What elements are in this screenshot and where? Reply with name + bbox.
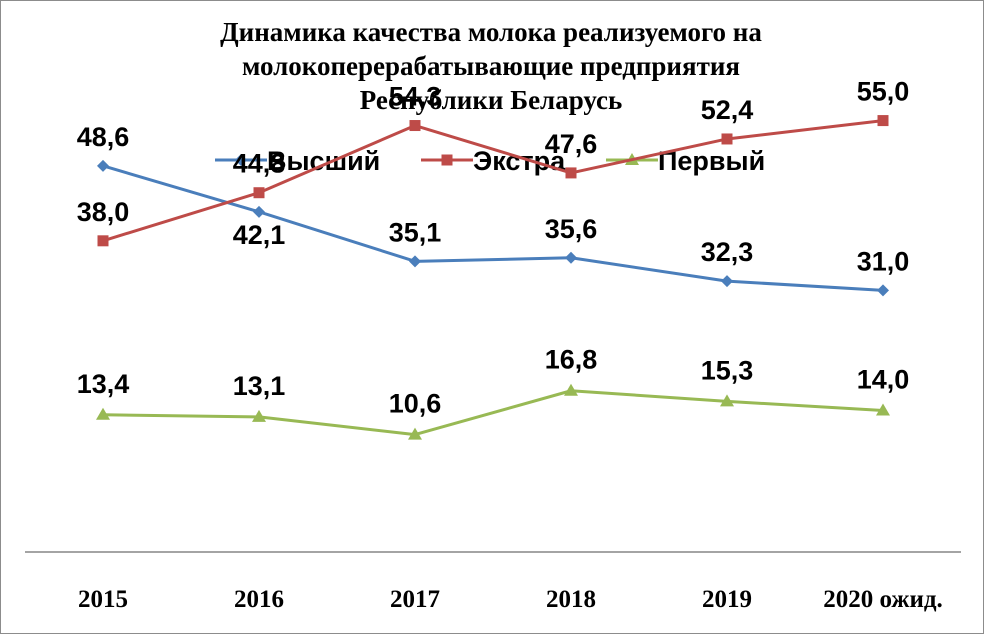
x-tick-label-4: 2018 <box>546 586 596 613</box>
data-label-3-5: 15,3 <box>701 355 754 385</box>
legend-entry-2: Экстра <box>421 146 566 176</box>
data-point-1-5 <box>721 275 733 288</box>
series-1 <box>97 159 889 297</box>
legend-marker-diamond <box>235 154 247 166</box>
legend-label-1: Высший <box>267 146 380 176</box>
data-label-3-2: 13,1 <box>233 371 286 401</box>
data-label-3-4: 16,8 <box>545 345 598 375</box>
data-point-2-2 <box>253 187 265 199</box>
data-point-1-2 <box>253 205 265 218</box>
data-label-2-6: 55,0 <box>857 77 910 107</box>
legend-marker-square <box>441 154 453 166</box>
data-point-3-4 <box>564 383 578 396</box>
data-label-2-3: 54,3 <box>389 82 442 112</box>
data-label-3-6: 14,0 <box>857 365 910 395</box>
data-label-1-5: 32,3 <box>701 237 754 267</box>
data-point-3-6 <box>876 403 890 416</box>
data-label-3-1: 13,4 <box>77 369 130 399</box>
data-point-3-2 <box>252 409 266 422</box>
data-point-3-1 <box>96 407 110 420</box>
data-label-1-2: 42,1 <box>233 220 286 250</box>
x-tick-label-3: 2017 <box>390 586 440 613</box>
series-line-3 <box>102 389 884 437</box>
data-point-3-3 <box>408 427 422 440</box>
data-point-1-6 <box>877 284 889 297</box>
data-label-2-4: 47,6 <box>545 129 598 159</box>
legend-label-2: Экстра <box>473 146 566 176</box>
data-point-2-4 <box>565 167 577 179</box>
legend-entry-1: Высший <box>215 146 380 176</box>
data-label-1-1: 48,6 <box>77 122 130 152</box>
chart-title: Динамика качества молока реализуемого на… <box>220 17 762 115</box>
x-tick-label-5: 2019 <box>702 586 752 613</box>
series-3 <box>96 383 890 440</box>
data-label-3-3: 10,6 <box>389 389 442 419</box>
data-point-2-5 <box>721 133 733 145</box>
data-label-1-6: 31,0 <box>857 246 910 276</box>
series-layer <box>96 115 890 440</box>
data-point-2-1 <box>97 235 109 247</box>
data-label-layer: 48,6 42,1 35,1 35,6 32,3 31,0 38,0 44,8 54,3 47,6… <box>77 77 910 419</box>
series-line-1 <box>102 164 884 292</box>
x-tick-label-6: 2020 ожид. <box>823 586 943 613</box>
data-label-1-3: 35,1 <box>389 217 442 247</box>
series-line-2 <box>102 119 884 243</box>
data-point-2-6 <box>877 115 889 127</box>
x-tick-label-2: 2016 <box>234 586 284 613</box>
series-2 <box>97 115 889 247</box>
data-label-2-5: 52,4 <box>701 95 754 125</box>
data-label-2-2: 44,8 <box>233 149 286 179</box>
data-point-1-4 <box>565 251 577 264</box>
data-point-1-3 <box>409 255 421 268</box>
x-axis-tick-labels: 2015 2016 2017 2018 2019 2020 ожид. <box>78 586 943 613</box>
legend: Высший Экстра Первый <box>215 146 765 176</box>
data-point-3-5 <box>720 394 734 407</box>
data-label-1-4: 35,6 <box>545 214 598 244</box>
data-label-2-1: 38,0 <box>77 197 130 227</box>
data-point-2-3 <box>409 120 421 132</box>
x-tick-label-1: 2015 <box>78 586 128 613</box>
data-point-1-1 <box>97 159 109 172</box>
